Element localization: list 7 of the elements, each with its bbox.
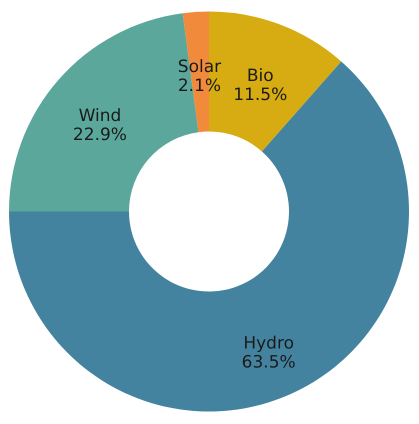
data-label: 11.5% <box>233 84 288 105</box>
slice-label: Hydro <box>243 334 294 354</box>
data-label: 63.5% <box>242 352 296 373</box>
data-label: 22.9% <box>72 124 127 145</box>
donut-slice <box>9 61 409 412</box>
slice-label: Bio <box>246 66 274 86</box>
slice-label: Wind <box>78 106 122 126</box>
